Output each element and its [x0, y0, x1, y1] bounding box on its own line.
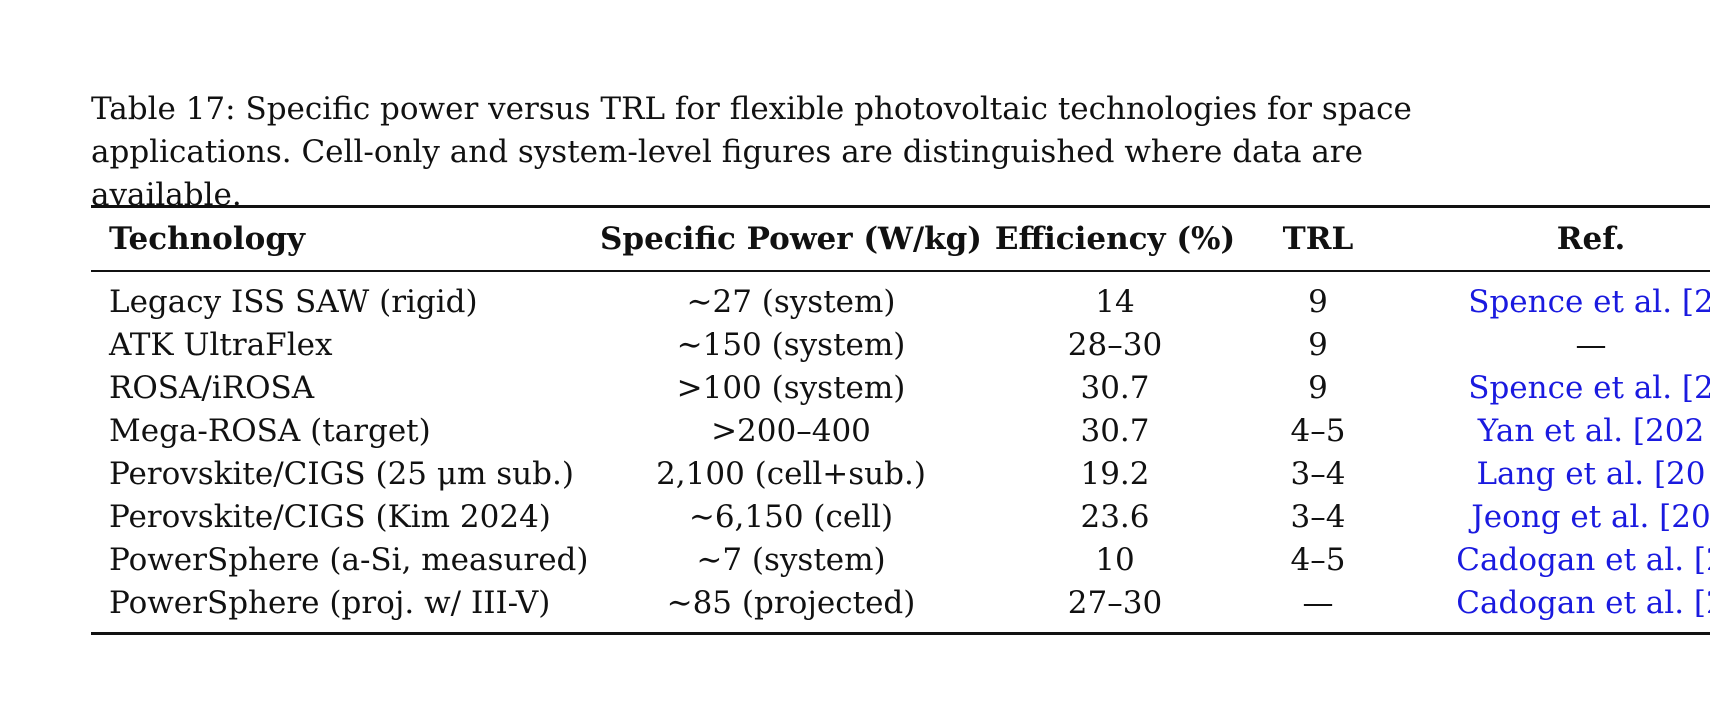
cell-technology: Legacy ISS SAW (rigid) — [109, 283, 478, 320]
reference-link[interactable]: Spence et al. [2 — [1468, 283, 1710, 320]
reference-link[interactable]: Cadogan et al. [2 — [1456, 584, 1710, 621]
table-row: ROSA/iROSA >100 (system) 30.7 9 Spence e… — [91, 366, 1710, 409]
table-row: Legacy ISS SAW (rigid) ∼27 (system) 14 9… — [91, 271, 1710, 323]
cell-specific-power: ∼85 (projected) — [666, 584, 916, 621]
cell-trl: 9 — [1308, 283, 1328, 320]
cell-technology: Perovskite/CIGS (Kim 2024) — [109, 498, 551, 535]
table-body: Legacy ISS SAW (rigid) ∼27 (system) 14 9… — [91, 271, 1710, 634]
table-header: Technology Specific Power (W/kg) Efficie… — [91, 206, 1710, 272]
cell-trl: 3–4 — [1290, 498, 1346, 535]
cell-efficiency: 10 — [1095, 541, 1135, 578]
cell-trl: 3–4 — [1290, 455, 1346, 492]
cell-efficiency: 30.7 — [1080, 369, 1150, 406]
table-caption: Table 17: Specific power versus TRL for … — [91, 91, 1412, 213]
cell-specific-power: ∼6,150 (cell) — [688, 498, 894, 535]
cell-technology: PowerSphere (proj. w/ III-V) — [109, 584, 551, 621]
header-ref: Ref. — [1391, 206, 1710, 272]
reference-link[interactable]: Spence et al. [2 — [1468, 369, 1710, 406]
table-row: Perovskite/CIGS (Kim 2024) ∼6,150 (cell)… — [91, 495, 1710, 538]
cell-efficiency: 27–30 — [1067, 584, 1163, 621]
cell-efficiency: 28–30 — [1067, 326, 1163, 363]
cell-trl: 9 — [1308, 326, 1328, 363]
cell-technology: PowerSphere (a-Si, measured) — [109, 541, 589, 578]
cell-efficiency: 23.6 — [1080, 498, 1150, 535]
table-row: Perovskite/CIGS (25 μm sub.) 2,100 (cell… — [91, 452, 1710, 495]
table-row: PowerSphere (proj. w/ III-V) ∼85 (projec… — [91, 581, 1710, 634]
cell-specific-power: ∼27 (system) — [686, 283, 896, 320]
cell-technology: ROSA/iROSA — [109, 369, 315, 406]
reference-link[interactable]: Yan et al. [202 — [1477, 412, 1705, 449]
reference-link[interactable]: Lang et al. [20 — [1476, 455, 1706, 492]
cell-specific-power: >200–400 — [711, 412, 871, 449]
header-trl: TRL — [1245, 206, 1391, 272]
reference-link[interactable]: Jeong et al. [20 — [1471, 498, 1710, 535]
cell-specific-power: ∼150 (system) — [676, 326, 906, 363]
cell-efficiency: 14 — [1095, 283, 1135, 320]
table-row: ATK UltraFlex ∼150 (system) 28–30 9 — — [91, 323, 1710, 366]
table-container: Technology Specific Power (W/kg) Efficie… — [91, 205, 1710, 635]
cell-specific-power: >100 (system) — [676, 369, 906, 406]
cell-trl: 4–5 — [1290, 541, 1346, 578]
header-technology: Technology — [91, 206, 597, 272]
cell-efficiency: 19.2 — [1080, 455, 1150, 492]
cell-technology: ATK UltraFlex — [109, 326, 333, 363]
cell-technology: Perovskite/CIGS (25 μm sub.) — [109, 455, 574, 492]
cell-trl: — — [1302, 584, 1334, 621]
cell-ref: — — [1575, 326, 1607, 363]
cell-efficiency: 30.7 — [1080, 412, 1150, 449]
reference-link[interactable]: Cadogan et al. [2 — [1456, 541, 1710, 578]
table-row: Mega-ROSA (target) >200–400 30.7 4–5 Yan… — [91, 409, 1710, 452]
cell-trl: 4–5 — [1290, 412, 1346, 449]
cell-trl: 9 — [1308, 369, 1328, 406]
cell-specific-power: 2,100 (cell+sub.) — [656, 455, 926, 492]
cell-specific-power: ∼7 (system) — [696, 541, 886, 578]
table-row: PowerSphere (a-Si, measured) ∼7 (system)… — [91, 538, 1710, 581]
header-efficiency: Efficiency (%) — [985, 206, 1245, 272]
specific-power-table: Technology Specific Power (W/kg) Efficie… — [91, 205, 1710, 635]
header-row: Technology Specific Power (W/kg) Efficie… — [91, 206, 1710, 272]
cell-technology: Mega-ROSA (target) — [109, 412, 431, 449]
header-specific-power: Specific Power (W/kg) — [597, 206, 985, 272]
